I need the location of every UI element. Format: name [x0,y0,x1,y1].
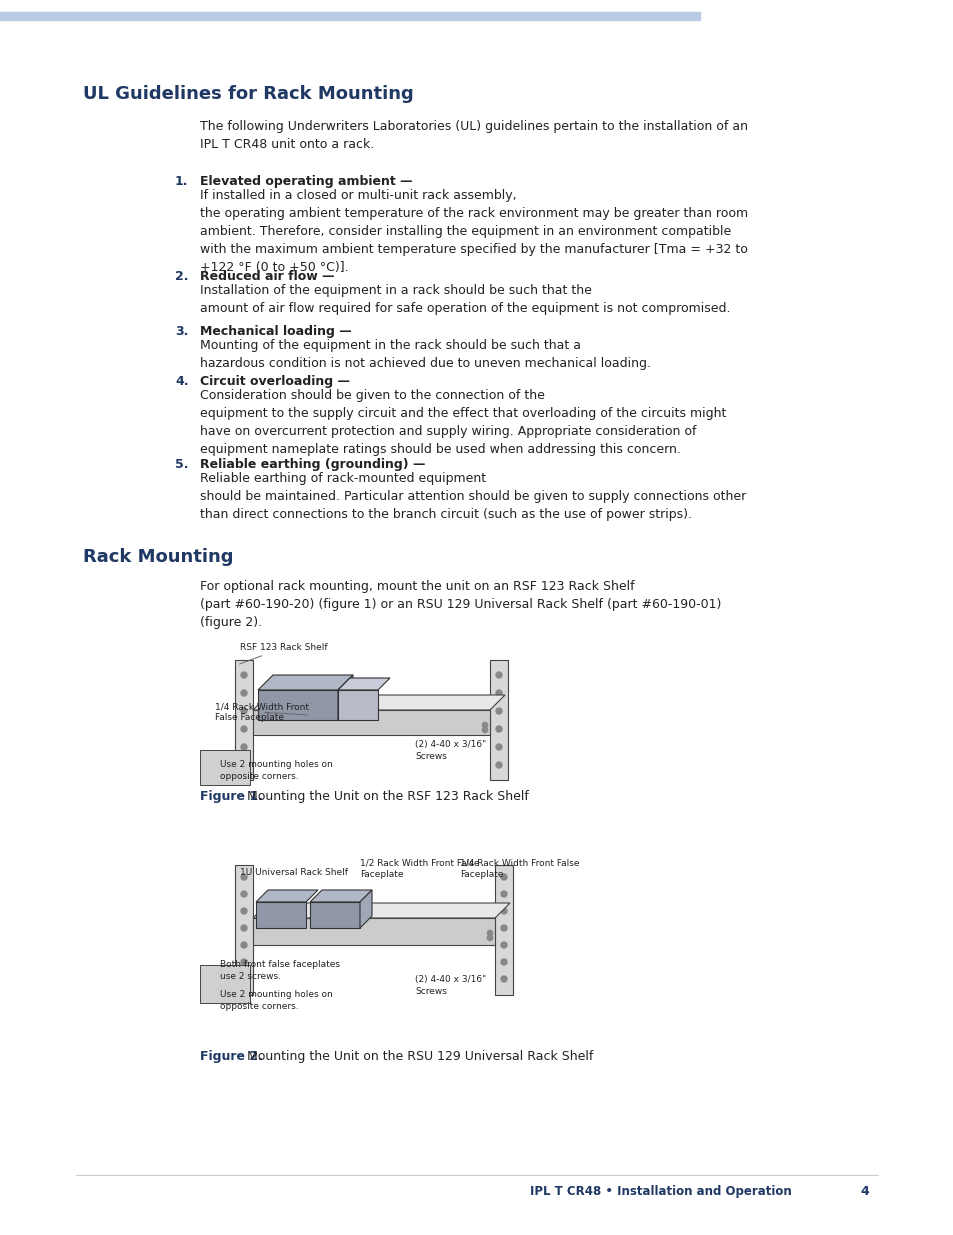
Text: IPL T CR48 • Installation and Operation: IPL T CR48 • Installation and Operation [530,1186,791,1198]
Polygon shape [253,903,510,918]
Polygon shape [310,902,359,927]
Circle shape [241,762,247,768]
Bar [200,750,250,785]
Text: RSF 123 Rack Shelf: RSF 123 Rack Shelf [239,643,327,664]
Text: (2) 4-40 x 3/16"
Screws: (2) 4-40 x 3/16" Screws [415,740,486,761]
Circle shape [496,762,501,768]
Circle shape [241,708,247,714]
Polygon shape [255,902,306,927]
Circle shape [481,722,488,727]
Text: Rack Mounting: Rack Mounting [83,548,233,566]
Circle shape [486,930,493,936]
Polygon shape [337,678,390,690]
Polygon shape [253,695,504,710]
Circle shape [241,890,247,897]
Circle shape [496,672,501,678]
Circle shape [241,942,247,948]
Text: (2) 4-40 x 3/16"
Screws: (2) 4-40 x 3/16" Screws [415,974,486,995]
Text: 4.: 4. [174,375,189,388]
Bar [0,12,700,20]
Text: Mechanical loading —: Mechanical loading — [200,325,352,338]
Text: Mounting of the equipment in the rack should be such that a
hazardous condition : Mounting of the equipment in the rack sh… [200,338,650,370]
Text: Reliable earthing (grounding) —: Reliable earthing (grounding) — [200,458,425,471]
Circle shape [500,960,506,965]
Text: If installed in a closed or multi-unit rack assembly,
the operating ambient temp: If installed in a closed or multi-unit r… [200,189,747,274]
Circle shape [241,908,247,914]
Polygon shape [337,690,377,720]
Circle shape [496,743,501,750]
Text: The following Underwriters Laboratories (UL) guidelines pertain to the installat: The following Underwriters Laboratories … [200,120,747,151]
Text: 3.: 3. [174,325,188,338]
Text: UL Guidelines for Rack Mounting: UL Guidelines for Rack Mounting [83,85,414,103]
Text: Circuit overloading —: Circuit overloading — [200,375,350,388]
Text: 1/2 Rack Width Front False
Faceplate: 1/2 Rack Width Front False Faceplate [359,858,479,879]
Bar [495,864,513,995]
Text: Use 2 mounting holes on
opposite corners.: Use 2 mounting holes on opposite corners… [220,990,333,1010]
Polygon shape [253,710,490,735]
Text: Figure 2.: Figure 2. [200,1050,263,1063]
Circle shape [496,708,501,714]
Text: Elevated operating ambient —: Elevated operating ambient — [200,175,412,188]
Circle shape [500,942,506,948]
Bar [490,659,507,781]
Text: Installation of the equipment in a rack should be such that the
amount of air fl: Installation of the equipment in a rack … [200,284,730,315]
Circle shape [486,935,493,941]
Polygon shape [257,676,353,690]
Circle shape [496,690,501,697]
Polygon shape [255,890,317,902]
Circle shape [241,976,247,982]
Text: Mounting the Unit on the RSF 123 Rack Shelf: Mounting the Unit on the RSF 123 Rack Sh… [243,790,528,803]
Circle shape [500,976,506,982]
Polygon shape [337,676,353,720]
Bar [234,659,253,781]
Circle shape [241,960,247,965]
Text: 2.: 2. [174,270,189,283]
Bar [234,864,253,995]
Text: 1U Universal Rack Shelf: 1U Universal Rack Shelf [240,868,348,877]
Text: Figure 1.: Figure 1. [200,790,263,803]
Polygon shape [253,918,495,945]
Text: Reliable earthing of rack-mounted equipment
should be maintained. Particular att: Reliable earthing of rack-mounted equipm… [200,472,745,521]
Circle shape [241,726,247,732]
Text: For optional rack mounting, mount the unit on an RSF 123 Rack Shelf
(part #60-19: For optional rack mounting, mount the un… [200,580,720,629]
Text: 5.: 5. [174,458,189,471]
Polygon shape [359,890,372,927]
Text: Use 2 mounting holes on
opposite corners.: Use 2 mounting holes on opposite corners… [220,760,333,781]
Circle shape [500,908,506,914]
Bar [200,965,250,1003]
Circle shape [241,690,247,697]
Text: Consideration should be given to the connection of the
equipment to the supply c: Consideration should be given to the con… [200,389,725,456]
Circle shape [500,890,506,897]
Circle shape [241,925,247,931]
Text: Both front false faceplates
use 2 screws.: Both front false faceplates use 2 screws… [220,960,339,981]
Text: 1/4 Rack Width Front
False Faceplate: 1/4 Rack Width Front False Faceplate [214,703,309,722]
Circle shape [500,925,506,931]
Text: Mounting the Unit on the RSU 129 Universal Rack Shelf: Mounting the Unit on the RSU 129 Univers… [243,1050,593,1063]
Circle shape [241,743,247,750]
Circle shape [241,672,247,678]
Text: Reduced air flow —: Reduced air flow — [200,270,335,283]
Text: 1/4 Rack Width Front False
Faceplate: 1/4 Rack Width Front False Faceplate [459,858,578,879]
Polygon shape [310,890,372,902]
Circle shape [496,726,501,732]
Text: 4: 4 [859,1186,868,1198]
Polygon shape [257,690,337,720]
Text: 1.: 1. [174,175,189,188]
Circle shape [481,727,488,734]
Circle shape [500,874,506,881]
Circle shape [241,874,247,881]
